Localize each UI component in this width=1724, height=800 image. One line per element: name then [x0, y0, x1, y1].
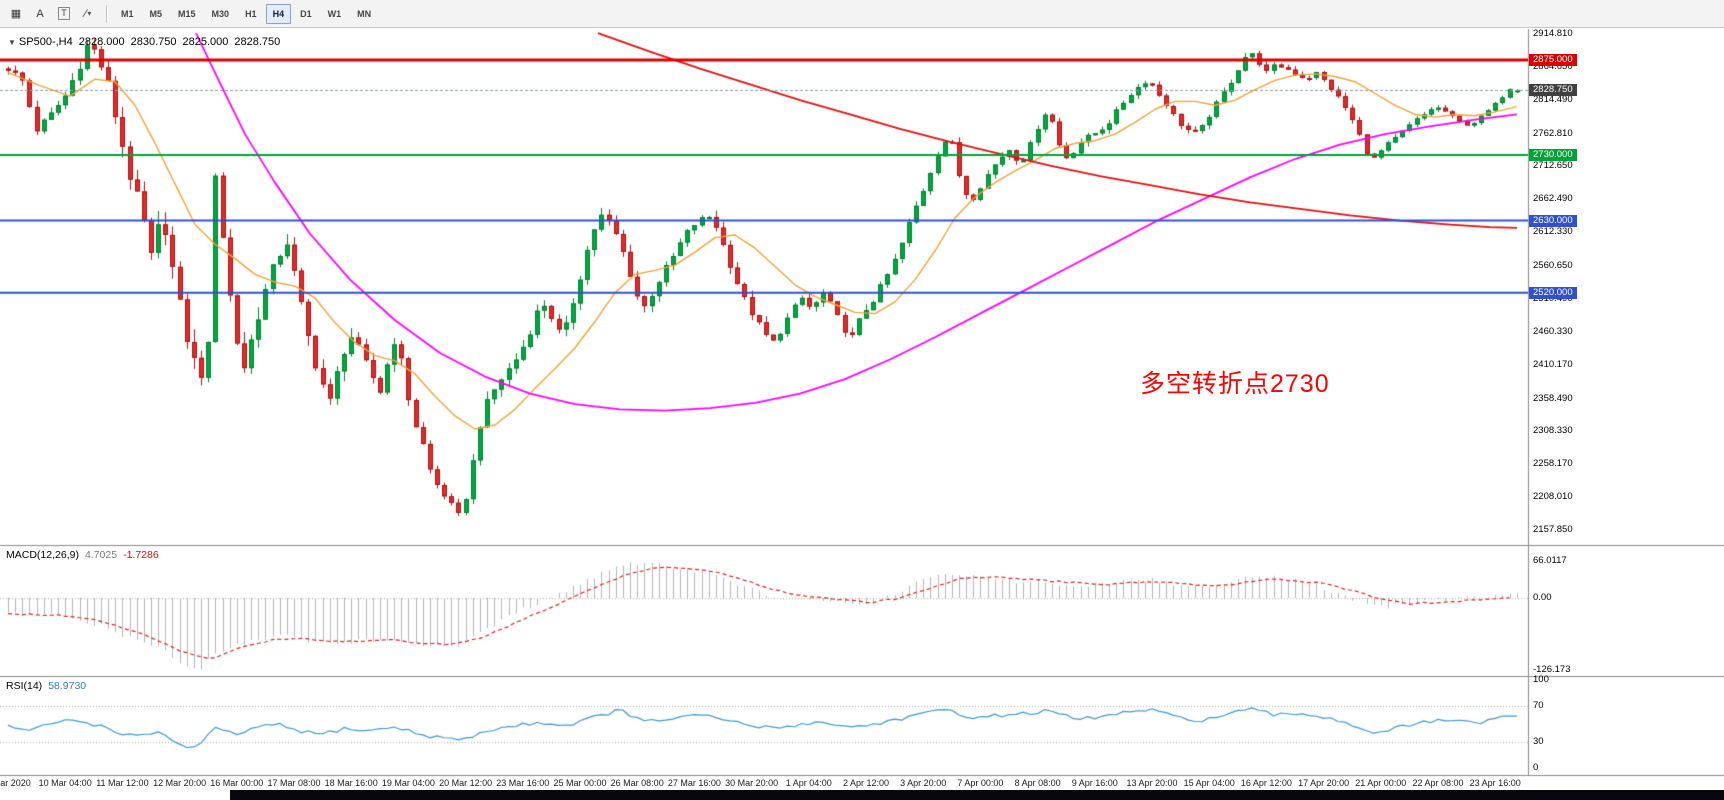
price-level-badge: 2630.000 — [1529, 214, 1577, 227]
date-axis-label: 25 Mar 00:00 — [553, 778, 607, 788]
text-label-glyph: A — [36, 7, 44, 20]
open-value: 2828.000 — [78, 36, 125, 48]
dropdown-arrow-icon: ▾ — [87, 9, 92, 18]
date-axis-label: 12 Mar 20:00 — [153, 778, 207, 788]
timeframe-button-m5[interactable]: M5 — [149, 8, 163, 19]
macd-axis-label: -126.173 — [1533, 663, 1571, 675]
high-value: 2830.750 — [130, 36, 177, 48]
rsi-axis-label: 0 — [1533, 762, 1539, 773]
price-axis-label: 2410.170 — [1533, 358, 1573, 370]
price-axis-label: 2560.650 — [1533, 260, 1573, 272]
timeframe-button-h4[interactable]: H4 — [265, 3, 292, 24]
rsi-axis-label: 70 — [1533, 700, 1544, 712]
charts-grid-glyph: ▦ — [10, 8, 22, 20]
date-axis-label: 30 Mar 20:00 — [725, 778, 779, 788]
timeframe-button-h1[interactable]: H1 — [245, 8, 257, 19]
timeframe-button-m1[interactable]: M1 — [121, 8, 134, 19]
rsi-value: 58.9730 — [48, 680, 87, 692]
close-value: 2828.750 — [234, 36, 281, 48]
date-axis-label: 7 Apr 00:00 — [957, 778, 1004, 788]
date-axis-label: 21 Apr 00:00 — [1355, 778, 1407, 788]
price-level-badge: 2520.000 — [1529, 286, 1577, 299]
price-level-badge: 2730.000 — [1529, 149, 1577, 162]
date-axis-label: 1 Apr 04:00 — [785, 778, 832, 788]
text-label-icon[interactable]: A — [29, 3, 51, 25]
date-axis-label: 22 Apr 08:00 — [1412, 778, 1464, 788]
macd-name: MACD(12,26,9) — [6, 549, 79, 561]
timeframe-button-d1[interactable]: D1 — [300, 8, 312, 19]
price-axis-label: 2814.490 — [1533, 93, 1573, 105]
chart-text-annotation[interactable]: 多空转折点2730 — [1140, 370, 1330, 398]
date-axis-label: 26 Mar 08:00 — [610, 778, 664, 788]
draw-tools-icon[interactable]: ∕ ▾ — [77, 3, 99, 25]
rsi-name: RSI(14) — [6, 680, 43, 692]
current-price-badge: 2828.750 — [1529, 84, 1577, 97]
date-axis-label: 20 Mar 12:00 — [439, 778, 493, 788]
date-axis-label: 18 Mar 16:00 — [324, 778, 378, 788]
price-axis-label: 2914.810 — [1533, 28, 1573, 39]
chart-dropdown-icon[interactable]: ▼ — [8, 38, 16, 47]
date-axis-label: 15 Apr 04:00 — [1183, 778, 1235, 788]
price-axis-label: 2612.330 — [1533, 226, 1573, 238]
price-axis-label: 2258.170 — [1533, 458, 1573, 470]
date-axis-label: 23 Apr 16:00 — [1469, 778, 1521, 788]
date-axis-label: 9 Apr 16:00 — [1071, 778, 1118, 788]
macd-indicator-label: MACD(12,26,9) 4.7025 -1.7286 — [6, 549, 159, 561]
macd-signal-value: -1.7286 — [123, 549, 159, 561]
price-axis-label: 2762.810 — [1533, 127, 1573, 139]
price-axis-label: 2308.330 — [1533, 425, 1573, 437]
date-axis-label: 10 Mar 04:00 — [38, 778, 92, 788]
date-axis-label: 16 Apr 12:00 — [1240, 778, 1292, 788]
timeframe-toolbar: M1 M5 M15 M30 H1 H4 D1 W1 MN — [113, 3, 379, 24]
date-axis-label: 16 Mar 00:00 — [210, 778, 264, 788]
chart-ohlc-header: ▼ SP500-,H4 2828.000 2830.750 2825.000 2828.7… — [8, 36, 286, 48]
symbol-period-label: SP500-,H4 — [18, 36, 73, 48]
timeframe-button-mn[interactable]: MN — [357, 8, 372, 19]
bottom-dark-bar — [230, 790, 1724, 800]
charts-grid-icon[interactable]: ▦ — [5, 3, 27, 25]
macd-axis-label: 66.0117 — [1533, 554, 1567, 566]
timeframe-button-m15[interactable]: M15 — [178, 8, 196, 19]
timeframe-button-w1[interactable]: W1 — [327, 8, 342, 19]
price-axis-label: 2157.850 — [1533, 524, 1573, 535]
date-axis-label: 3 Apr 20:00 — [900, 778, 947, 788]
toolbar-separator — [106, 4, 107, 23]
rsi-axis-label: 30 — [1533, 735, 1544, 747]
timeframe-button-m30[interactable]: M30 — [211, 8, 230, 19]
date-axis-label: 19 Mar 04:00 — [381, 778, 435, 788]
date-axis-label: 23 Mar 16:00 — [496, 778, 550, 788]
macd-axis-label: 0.00 — [1533, 592, 1552, 603]
date-axis-label: 27 Mar 16:00 — [667, 778, 721, 788]
price-axis-label: 2712.650 — [1533, 160, 1573, 172]
date-axis-label: 8 Mar 2020 — [0, 778, 31, 788]
price-axis-label: 2358.490 — [1533, 392, 1573, 404]
rsi-axis-label: 100 — [1533, 674, 1549, 685]
date-axis-label: 11 Mar 12:00 — [96, 778, 149, 788]
price-axis-label: 2208.010 — [1533, 491, 1573, 503]
price-axis-label: 2460.330 — [1533, 325, 1573, 337]
price-axis-label: 2864.650 — [1533, 60, 1573, 72]
low-value: 2825.000 — [182, 36, 229, 48]
toolbar: ▦ A T ∕ ▾ M1 M5 M15 M30 H1 H4 D1 W1 MN — [0, 0, 1724, 28]
date-axis-label: 8 Apr 08:00 — [1014, 778, 1061, 788]
price-axis-label: 2662.490 — [1533, 193, 1573, 205]
draw-tools-glyph: ∕ — [84, 7, 87, 20]
text-tool-icon[interactable]: T — [53, 3, 75, 25]
price-level-badge: 2875.000 — [1529, 54, 1577, 67]
date-axis-label: 17 Apr 20:00 — [1298, 778, 1350, 788]
date-axis-label: 13 Apr 20:00 — [1126, 778, 1178, 788]
date-axis-label: 2 Apr 12:00 — [842, 778, 890, 788]
text-tool-glyph: T — [58, 7, 70, 20]
rsi-indicator-label: RSI(14) 58.9730 — [6, 680, 86, 692]
date-axis-label: 17 Mar 08:00 — [267, 778, 321, 788]
macd-main-value: 4.7025 — [84, 549, 118, 561]
